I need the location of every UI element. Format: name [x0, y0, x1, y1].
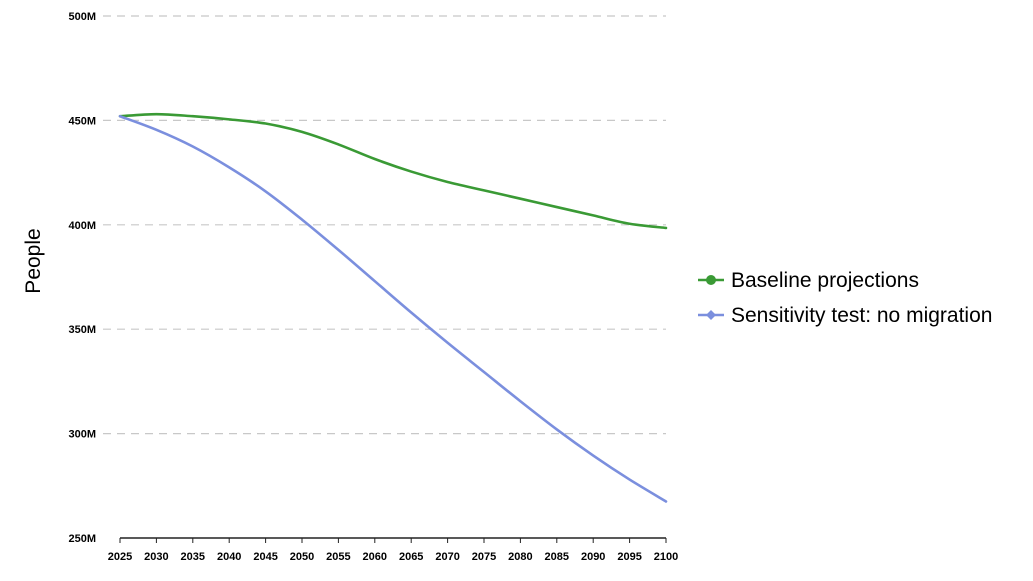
x-tick-label: 2030: [144, 551, 168, 563]
series-line-2: [118, 114, 668, 503]
x-tick-label: 2035: [181, 551, 205, 563]
y-axis-label: People: [22, 228, 45, 293]
y-tick-label: 500M: [68, 11, 96, 23]
x-tick-label: 2050: [290, 551, 314, 563]
y-tick-label: 400M: [68, 220, 96, 232]
x-tick-label: 2095: [617, 551, 641, 563]
legend-item: Baseline projections: [698, 269, 919, 292]
x-tick-label: 2055: [326, 551, 350, 563]
grid-lines: [103, 15, 666, 435]
series-lines: [118, 112, 668, 503]
x-tick-label: 2075: [472, 551, 496, 563]
x-tick-label: 2085: [545, 551, 569, 563]
legend: Baseline projections Sensitivity test: no…: [698, 269, 992, 327]
y-tick-label: 300M: [68, 429, 96, 441]
x-tick-label: 2025: [108, 551, 132, 563]
x-tick-label: 2080: [508, 551, 532, 563]
x-tick-label: 2090: [581, 551, 605, 563]
x-tick-label: 2040: [217, 551, 241, 563]
series-line-1: [118, 112, 668, 230]
x-axis: 2025 2030 2035 2040 2045 2050 2055 2060 2065 2070…: [108, 537, 678, 563]
x-tick-label: 2045: [253, 551, 277, 563]
legend-label: Sensitivity test: no migration: [731, 304, 992, 327]
y-tick-label: 350M: [68, 324, 96, 336]
x-tick-label: 2070: [435, 551, 459, 563]
y-axis-ticks: 250M 300M 350M 400M 450M 500M: [68, 11, 96, 545]
legend-circle-marker: [706, 275, 716, 285]
legend-label: Baseline projections: [731, 269, 919, 292]
y-tick-label: 450M: [68, 115, 96, 127]
x-tick-label: 2060: [363, 551, 387, 563]
y-tick-label: 250M: [68, 533, 96, 545]
x-tick-label: 2100: [654, 551, 678, 563]
x-tick-label: 2065: [399, 551, 423, 563]
legend-diamond-marker: [706, 310, 716, 320]
legend-item: Sensitivity test: no migration: [698, 304, 992, 327]
